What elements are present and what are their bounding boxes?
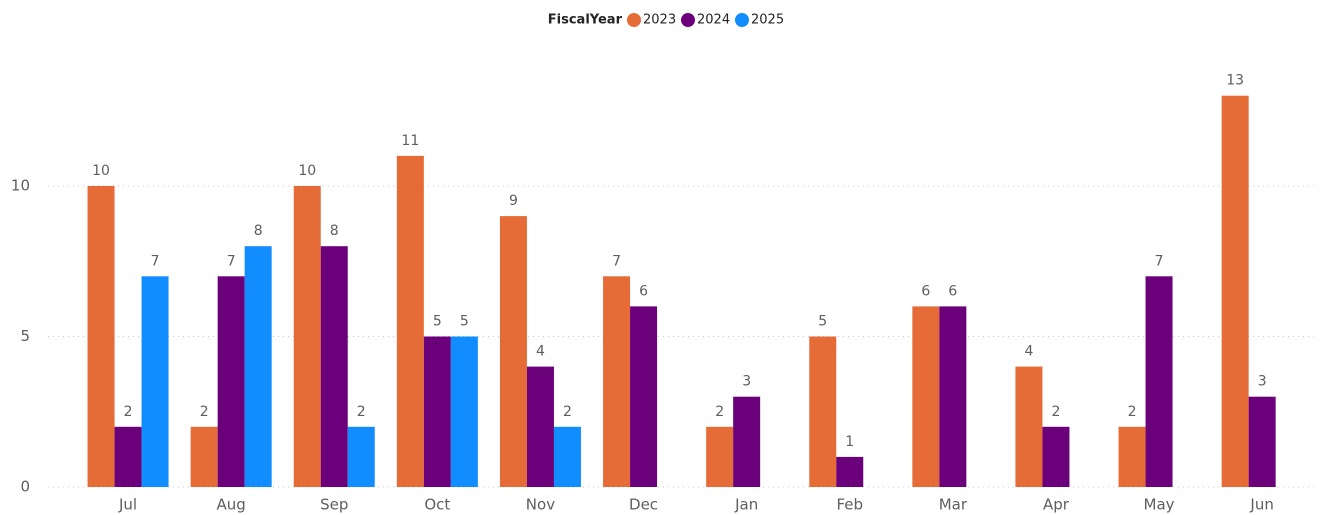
bar — [1248, 396, 1276, 487]
x-tick-label: Dec — [629, 496, 658, 514]
data-label: 5 — [460, 314, 469, 330]
x-tick-label: Jan — [734, 496, 758, 514]
bar — [1145, 276, 1173, 487]
bar — [396, 155, 424, 487]
x-tick-label: Sep — [320, 496, 348, 514]
data-label: 7 — [151, 253, 160, 269]
data-label: 7 — [1155, 253, 1164, 269]
bar — [217, 276, 245, 487]
bar — [733, 396, 761, 487]
legend-title: FiscalYear — [548, 13, 623, 28]
data-label: 4 — [1024, 344, 1033, 360]
bar — [939, 306, 967, 487]
data-label: 8 — [330, 223, 339, 239]
data-label: 1 — [845, 434, 854, 450]
bar — [630, 306, 658, 487]
data-label: 9 — [509, 193, 518, 209]
legend-label: 2025 — [751, 13, 784, 28]
bar — [190, 426, 218, 487]
y-tick-label: 10 — [11, 177, 30, 195]
bar — [1118, 426, 1146, 487]
data-label: 2 — [1051, 404, 1060, 420]
bar — [1221, 95, 1249, 487]
bar — [912, 306, 940, 487]
legend-swatch — [735, 13, 749, 27]
bar — [836, 456, 864, 487]
bar — [423, 336, 451, 487]
legend-label: 2023 — [643, 13, 676, 28]
bar — [141, 276, 169, 487]
x-tick-label: Oct — [424, 496, 450, 514]
bar — [1015, 366, 1043, 487]
data-label: 7 — [227, 253, 236, 269]
bar — [347, 426, 375, 487]
legend-swatch — [681, 13, 695, 27]
x-tick-label: Feb — [836, 496, 863, 514]
data-label: 6 — [639, 283, 648, 299]
data-label: 6 — [948, 283, 957, 299]
data-label: 6 — [921, 283, 930, 299]
data-label: 4 — [536, 344, 545, 360]
bar — [293, 186, 321, 487]
data-label: 2 — [200, 404, 209, 420]
legend-swatch — [627, 13, 641, 27]
data-label: 2 — [357, 404, 366, 420]
x-tick-label: Jul — [118, 496, 137, 514]
bar — [603, 276, 631, 487]
x-tick-label: Apr — [1043, 496, 1070, 514]
x-tick-label: Nov — [526, 496, 555, 514]
x-tick-label: May — [1144, 496, 1175, 514]
x-tick-label: Mar — [939, 496, 968, 514]
bar — [499, 216, 527, 487]
bar — [1042, 426, 1070, 487]
data-label: 2 — [563, 404, 572, 420]
data-label: 5 — [433, 314, 442, 330]
data-label: 3 — [1258, 374, 1267, 390]
data-label: 2 — [124, 404, 133, 420]
data-label: 11 — [401, 133, 419, 149]
data-label: 5 — [818, 314, 827, 330]
data-label: 10 — [92, 163, 110, 179]
data-label: 3 — [742, 374, 751, 390]
bar — [114, 426, 142, 487]
legend-label: 2024 — [697, 13, 730, 28]
x-tick-label: Aug — [217, 496, 246, 514]
y-tick-label: 0 — [20, 478, 30, 496]
bar — [87, 186, 115, 487]
data-label: 10 — [298, 163, 316, 179]
data-label: 2 — [1128, 404, 1137, 420]
bar — [553, 426, 581, 487]
data-label: 13 — [1226, 73, 1244, 89]
y-tick-label: 5 — [20, 327, 30, 345]
bar — [450, 336, 478, 487]
bar — [809, 336, 837, 487]
data-label: 7 — [612, 253, 621, 269]
bar — [526, 366, 554, 487]
x-tick-label: Jun — [1249, 496, 1273, 514]
data-label: 8 — [254, 223, 263, 239]
bar — [706, 426, 734, 487]
bar — [244, 246, 272, 487]
bar — [320, 246, 348, 487]
data-label: 2 — [715, 404, 724, 420]
